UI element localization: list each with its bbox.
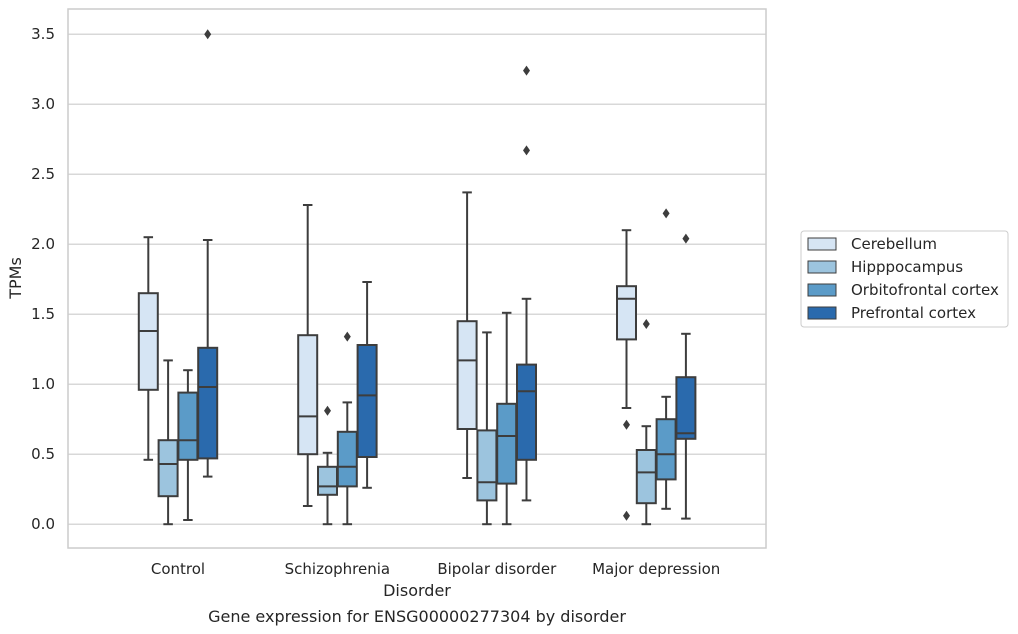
box-iqr (336, 430, 358, 488)
box-iqr (197, 346, 219, 460)
box-groups (137, 29, 697, 526)
box-group (616, 229, 637, 521)
box-iqr (456, 320, 478, 431)
box-iqr (616, 285, 637, 341)
y-tick-label: 1.5 (31, 305, 55, 323)
legend-label: Cerebellum (851, 235, 937, 253)
box-group (655, 208, 677, 510)
legend: Cerebellum Hipppocampus Orbitofrontal cort… (800, 230, 1009, 328)
box-group (317, 405, 338, 526)
x-tick-labels: Control Schizophrenia Bipolar disorder Majo… (151, 560, 720, 578)
x-tick-label: Bipolar disorder (437, 560, 557, 578)
box-iqr (516, 363, 537, 461)
legend-frame (800, 230, 1009, 328)
outlier-point (642, 319, 650, 329)
outlier-point (204, 29, 212, 40)
legend-label: Orbitofrontal cortex (851, 281, 999, 299)
box-group (137, 236, 159, 461)
outlier-point (682, 233, 690, 244)
y-tick-label: 0.0 (31, 515, 55, 533)
box-iqr (317, 465, 338, 496)
box-group (635, 319, 657, 526)
box-iqr (655, 418, 677, 481)
legend-swatch (807, 260, 837, 274)
legend-label: Hipppocampus (851, 258, 963, 276)
outlier-point (623, 419, 630, 430)
x-tick-label: Major depression (592, 560, 720, 578)
legend-swatch (807, 283, 837, 297)
box-group (197, 29, 219, 478)
box-group (177, 369, 199, 521)
x-tick-label: Schizophrenia (285, 560, 390, 578)
box-iqr (297, 334, 319, 456)
box-group (496, 311, 518, 526)
box-iqr (137, 292, 159, 391)
x-tick-label: Control (151, 560, 205, 578)
box-group (675, 233, 697, 520)
box-iqr (177, 391, 199, 461)
box-group (456, 191, 478, 479)
legend-swatch (807, 237, 837, 251)
outlier-point (523, 65, 530, 76)
y-tick-label: 1.0 (31, 375, 55, 393)
legend-swatch (807, 306, 837, 320)
box-iqr (157, 439, 179, 498)
box-iqr (476, 429, 498, 502)
box-iqr (356, 344, 378, 458)
box-iqr (635, 449, 657, 505)
x-axis-title: Disorder (383, 581, 451, 600)
legend-label: Prefrontal cortex (851, 304, 976, 322)
y-axis-title: TPMs (6, 257, 25, 300)
box-group (157, 359, 179, 526)
outlier-point (324, 405, 331, 416)
box-group (336, 331, 358, 526)
outlier-point (523, 145, 530, 156)
plot-frame (67, 8, 767, 549)
chart-caption: Gene expression for ENSG00000277304 by d… (208, 607, 626, 626)
box-iqr (675, 376, 697, 440)
box-group (476, 331, 498, 526)
box-group (356, 281, 378, 489)
box-iqr (496, 402, 518, 485)
outlier-point (662, 208, 670, 219)
box-group (516, 65, 537, 502)
y-tick-label: 2.0 (31, 235, 55, 253)
y-tick-labels: 0.0 0.5 1.0 1.5 2.0 2.5 3.0 3.5 (31, 25, 55, 533)
y-tick-label: 0.5 (31, 445, 55, 463)
box-group (297, 204, 319, 507)
y-tick-label: 3.0 (31, 95, 55, 113)
outlier-point (623, 510, 630, 521)
y-tick-label: 3.5 (31, 25, 55, 43)
y-tick-label: 2.5 (31, 165, 55, 183)
outlier-point (343, 331, 351, 342)
